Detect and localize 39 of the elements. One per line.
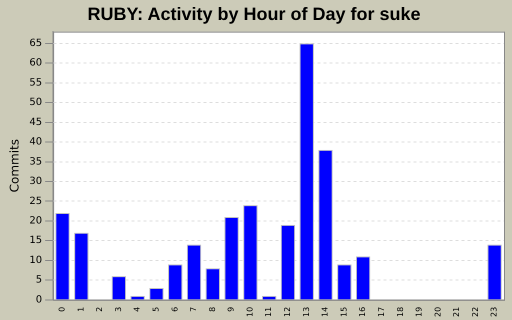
x-tick-label: 0 (58, 306, 67, 312)
y-tick-label: 15 (29, 235, 42, 246)
y-tick-label: 20 (29, 216, 42, 227)
chart-title: RUBY: Activity by Hour of Day for suke (87, 4, 421, 24)
y-tick-label: 25 (29, 196, 42, 207)
x-tick-label: 22 (470, 306, 480, 318)
x-tick-label: 9 (226, 306, 236, 312)
y-tick-label: 40 (29, 136, 42, 148)
y-tick-label: 35 (29, 156, 42, 168)
y-tick-label: 30 (29, 176, 42, 188)
y-tick-label: 55 (29, 77, 42, 88)
y-tick-label: 50 (29, 97, 42, 108)
x-tick-label: 7 (189, 306, 198, 312)
x-tick-label: 20 (433, 306, 442, 318)
x-tick-label: 14 (320, 306, 330, 318)
x-tick-label: 13 (302, 306, 311, 318)
x-tick-label: 10 (245, 306, 254, 318)
x-tick-label: 15 (339, 306, 348, 318)
x-tick-label: 1 (76, 306, 86, 312)
y-axis-title: Commits (7, 139, 22, 192)
y-tick-label: 65 (29, 38, 42, 50)
x-tick-label: 23 (490, 306, 499, 318)
y-tick-label: 5 (36, 274, 42, 286)
x-tick-label: 11 (264, 306, 274, 318)
x-tick-label: 18 (396, 306, 405, 318)
x-tick-label: 4 (132, 306, 142, 312)
x-tick-label: 6 (170, 306, 180, 312)
x-tick-label: 3 (114, 306, 123, 312)
x-tick-label: 17 (376, 306, 386, 318)
x-tick-label: 2 (95, 306, 104, 312)
x-tick-label: 19 (414, 306, 424, 318)
x-tick-label: 5 (152, 306, 161, 312)
x-tick-label: 12 (283, 306, 292, 318)
x-tick-label: 21 (452, 306, 462, 318)
y-tick-label: 10 (29, 254, 42, 266)
x-tick-label: 8 (208, 306, 217, 312)
y-tick-label: 45 (29, 116, 42, 128)
x-tick-label: 16 (358, 306, 368, 318)
y-tick-label: 60 (29, 58, 42, 69)
